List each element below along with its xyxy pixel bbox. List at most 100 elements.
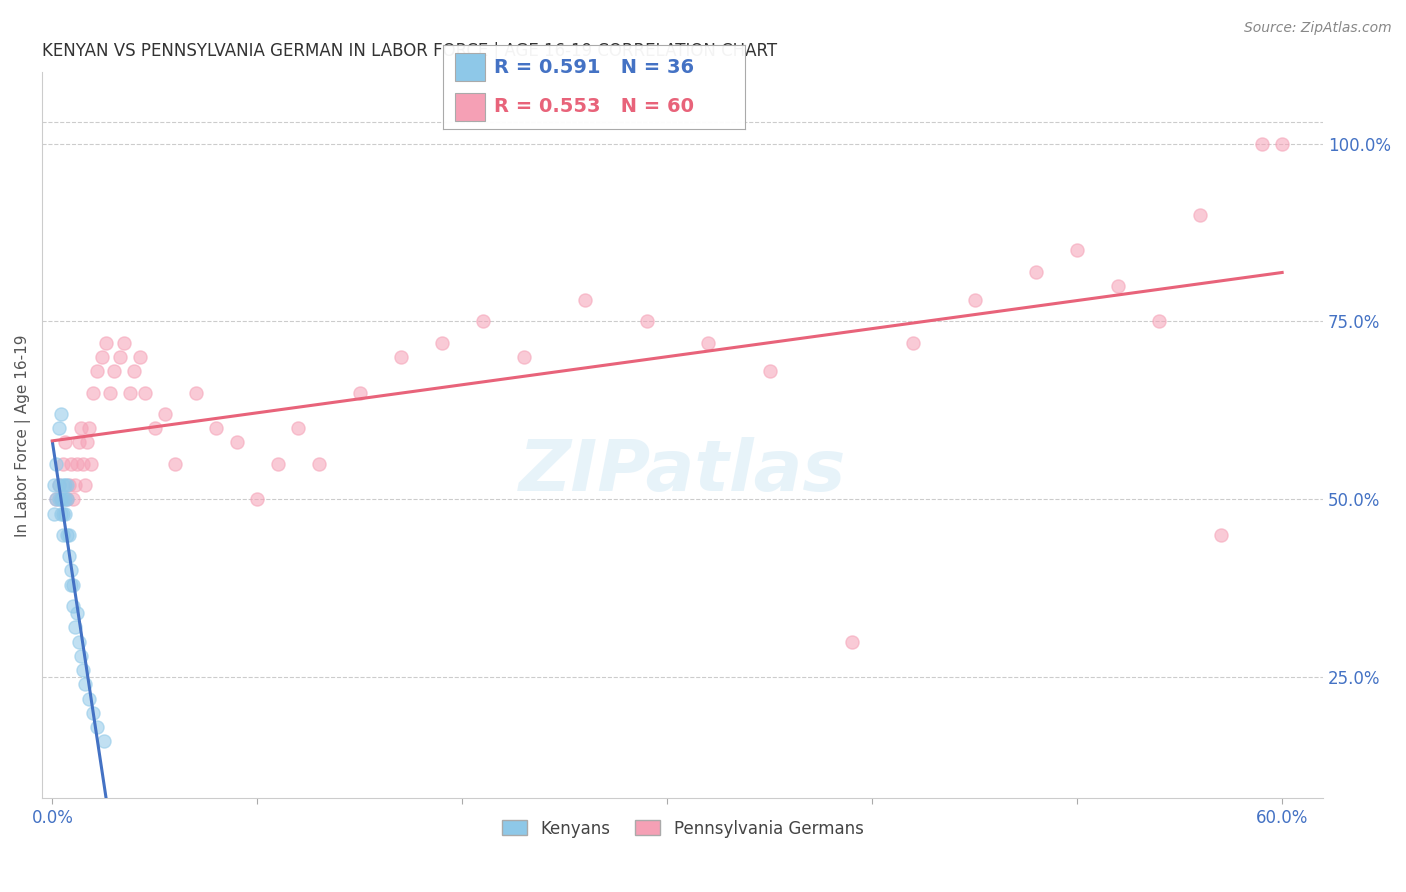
Point	[86, 720, 108, 734]
Point	[62, 599, 84, 613]
Point	[1025, 265, 1047, 279]
Point	[153, 407, 176, 421]
Point	[52, 528, 75, 542]
Point	[55, 528, 77, 542]
Point	[80, 457, 103, 471]
Point	[45, 492, 67, 507]
Point	[1189, 208, 1212, 222]
Point	[58, 549, 80, 564]
Point	[49, 407, 72, 421]
Point	[75, 677, 97, 691]
Point	[82, 385, 104, 400]
Point	[513, 350, 536, 364]
Point	[120, 385, 142, 400]
Point	[53, 435, 76, 450]
Point	[124, 364, 146, 378]
Point	[758, 364, 780, 378]
Point	[52, 457, 75, 471]
Point	[98, 385, 121, 400]
Point	[53, 478, 76, 492]
Point	[58, 528, 80, 542]
Point	[52, 478, 75, 492]
Point	[59, 564, 82, 578]
Point	[63, 478, 86, 492]
Point	[59, 577, 82, 591]
Point	[1107, 278, 1129, 293]
Point	[48, 478, 70, 492]
Point	[205, 421, 228, 435]
Point	[63, 620, 86, 634]
Point	[471, 314, 494, 328]
Point	[94, 335, 117, 350]
Point	[59, 457, 82, 471]
Point	[72, 663, 94, 677]
Point	[49, 507, 72, 521]
Point	[48, 421, 70, 435]
Point	[49, 492, 72, 507]
Text: Source: ZipAtlas.com: Source: ZipAtlas.com	[1244, 21, 1392, 35]
Point	[1250, 136, 1272, 151]
Point	[77, 421, 100, 435]
Point	[53, 507, 76, 521]
Y-axis label: In Labor Force | Age 16-19: In Labor Force | Age 16-19	[15, 334, 31, 536]
Point	[903, 335, 925, 350]
Point	[225, 435, 247, 450]
Point	[55, 492, 77, 507]
Point	[66, 606, 89, 620]
Point	[430, 335, 453, 350]
Point	[55, 478, 77, 492]
Point	[49, 492, 72, 507]
Point	[82, 706, 104, 720]
Point	[349, 385, 371, 400]
Point	[267, 457, 290, 471]
Point	[55, 492, 77, 507]
Point	[143, 421, 166, 435]
Point	[841, 634, 863, 648]
Point	[52, 492, 75, 507]
Point	[62, 577, 84, 591]
Point	[75, 478, 97, 492]
Point	[90, 350, 112, 364]
Bar	[456, 93, 485, 120]
Point	[963, 293, 986, 307]
Point	[165, 457, 187, 471]
Point	[86, 364, 108, 378]
Point	[1271, 136, 1294, 151]
Point	[112, 335, 135, 350]
Point	[246, 492, 269, 507]
Point	[108, 350, 131, 364]
Point	[72, 457, 94, 471]
Point	[70, 648, 93, 663]
Point	[48, 478, 70, 492]
Point	[76, 435, 98, 450]
Point	[62, 492, 84, 507]
Point	[134, 385, 156, 400]
Point	[44, 507, 66, 521]
Point	[1209, 528, 1232, 542]
Legend: Kenyans, Pennsylvania Germans: Kenyans, Pennsylvania Germans	[495, 813, 870, 844]
Text: R = 0.553   N = 60: R = 0.553 N = 60	[495, 97, 695, 116]
Point	[66, 457, 89, 471]
Point	[93, 734, 115, 748]
Point	[287, 421, 309, 435]
Point	[70, 421, 93, 435]
Point	[48, 492, 70, 507]
Point	[67, 435, 90, 450]
Point	[58, 478, 80, 492]
Point	[45, 492, 67, 507]
Point	[308, 457, 330, 471]
Point	[44, 478, 66, 492]
Bar	[456, 54, 485, 81]
Point	[53, 492, 76, 507]
Point	[1066, 244, 1088, 258]
Point	[636, 314, 658, 328]
Point	[45, 457, 67, 471]
Point	[697, 335, 720, 350]
Point	[103, 364, 125, 378]
Text: ZIPatlas: ZIPatlas	[519, 437, 846, 506]
Point	[389, 350, 412, 364]
Point	[52, 507, 75, 521]
Text: KENYAN VS PENNSYLVANIA GERMAN IN LABOR FORCE | AGE 16-19 CORRELATION CHART: KENYAN VS PENNSYLVANIA GERMAN IN LABOR F…	[42, 42, 778, 60]
Point	[1147, 314, 1170, 328]
Point	[574, 293, 596, 307]
